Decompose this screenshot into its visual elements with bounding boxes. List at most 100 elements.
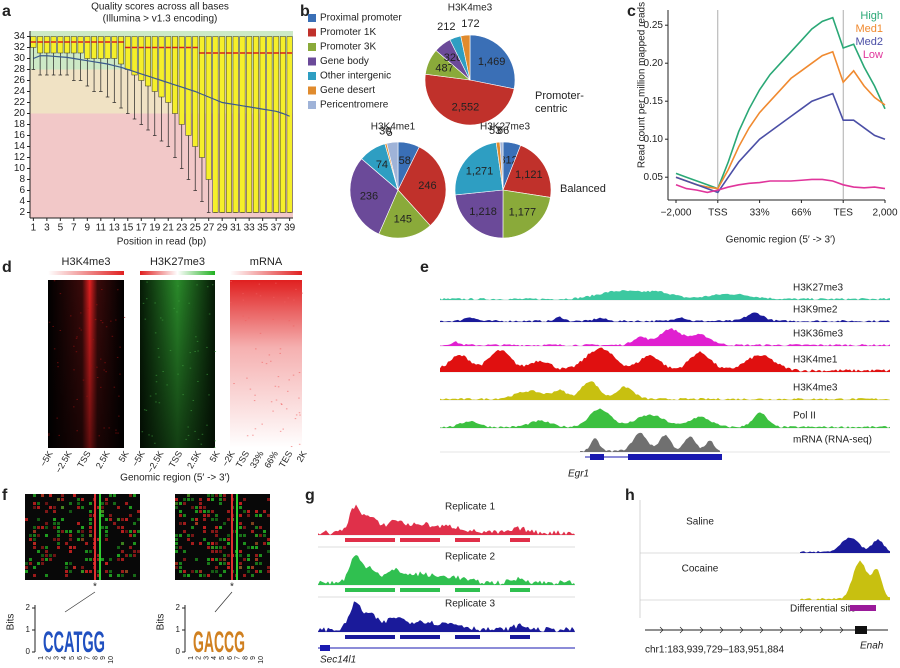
heatmap-speckle <box>56 417 58 419</box>
x-tick-label: 5 <box>69 656 76 660</box>
heatmap-speckle <box>188 302 190 304</box>
heatmap-cell <box>89 570 92 573</box>
pie-value-label: 30 <box>379 125 391 137</box>
heatmap-cell <box>175 566 178 569</box>
y-tick-label: 0.25 <box>644 20 664 31</box>
coverage-track <box>318 504 575 535</box>
x-tick-label: 2,000 <box>872 208 897 219</box>
heatmap-speckle <box>255 348 257 350</box>
exon <box>628 454 722 460</box>
strand-arrow <box>779 626 784 634</box>
heatmap-cell <box>215 534 218 537</box>
heatmap-cell <box>57 534 60 537</box>
heatmap-speckle <box>76 398 78 400</box>
heatmap-cell <box>211 518 214 521</box>
coverage-track <box>318 601 575 632</box>
heatmap-cell <box>195 570 198 573</box>
box <box>131 36 138 76</box>
heatmap-speckle <box>157 348 160 350</box>
line-series <box>675 16 886 190</box>
heatmap-cell <box>61 494 64 497</box>
heatmap-cell <box>239 522 242 525</box>
heatmap-speckle <box>246 377 248 379</box>
heatmap-cell <box>45 534 48 537</box>
heatmap-cell <box>137 510 140 513</box>
heatmap-cell <box>183 530 186 533</box>
heatmap-cell <box>175 506 178 509</box>
heatmap-cell <box>105 502 108 505</box>
heatmap-cell <box>239 534 242 537</box>
heatmap-cell <box>259 514 262 517</box>
heatmap-cell <box>121 518 124 521</box>
heatmap-cell <box>183 522 186 525</box>
heatmap-cell <box>219 550 222 553</box>
heatmap-cell <box>219 494 222 497</box>
heatmap-tick-label: 33% <box>248 449 266 470</box>
heatmap-cell <box>195 518 198 521</box>
heatmap-speckle <box>96 366 98 368</box>
heatmap-tick-label: TSS <box>75 449 92 469</box>
heatmap-cell <box>45 558 48 561</box>
pie-value-label: 58 <box>399 155 411 167</box>
heatmap-cell <box>57 498 60 501</box>
box <box>165 36 172 103</box>
box <box>57 36 64 54</box>
heatmap-cell <box>175 546 178 549</box>
peak-call <box>455 538 480 542</box>
line-series <box>675 50 886 190</box>
y-tick-label: 28 <box>14 64 26 75</box>
pie-slice <box>502 189 551 239</box>
coverage-track <box>440 328 890 346</box>
heatmap-cell <box>37 550 40 553</box>
heatmap-cell <box>65 542 68 545</box>
heatmap-cell <box>195 558 198 561</box>
peak-call <box>345 635 395 639</box>
heatmap-cell <box>49 494 52 497</box>
strand-arrow <box>659 626 664 634</box>
heatmap-cell <box>267 550 270 553</box>
heatmap-speckle <box>104 362 106 364</box>
heatmap-speckle <box>185 438 187 440</box>
heatmap-cell <box>89 514 92 517</box>
heatmap-cell <box>121 574 124 577</box>
x-tick-label: 6 <box>227 656 234 660</box>
heatmap-cell <box>45 502 48 505</box>
heatmap-speckle <box>143 409 146 411</box>
heatmap-cell <box>187 534 190 537</box>
pie-slice <box>454 189 504 239</box>
heatmap-cell <box>89 502 92 505</box>
heatmap-cell <box>255 510 258 513</box>
heatmap-speckle <box>293 299 295 301</box>
heatmap-speckle <box>246 435 249 437</box>
heatmap-speckle <box>270 401 273 403</box>
heatmap-cell <box>81 538 84 541</box>
heatmap-cell <box>179 570 182 573</box>
heatmap-cell <box>121 570 124 573</box>
x-tick-label: TES <box>833 208 853 219</box>
y-tick-label: 30 <box>14 53 26 64</box>
heatmap-cell <box>211 570 214 573</box>
box <box>77 36 84 54</box>
heatmap-speckle <box>244 320 247 322</box>
peak-call <box>510 538 530 542</box>
heatmap-cell <box>207 498 210 501</box>
heatmap-speckle <box>290 446 293 448</box>
heatmap-cell <box>101 526 104 529</box>
heatmap-cell <box>219 498 222 501</box>
heatmap-speckle <box>279 352 281 354</box>
heatmap-cell <box>199 498 202 501</box>
pie-slice <box>349 158 399 235</box>
x-axis-label: Genomic region (5′ -> 3′) <box>120 473 230 484</box>
heatmap-speckle <box>166 384 168 386</box>
heatmap-cell <box>243 574 246 577</box>
heatmap-cell <box>133 550 136 553</box>
heatmap-tick-label: TSS <box>234 449 251 469</box>
heatmap-cell <box>37 526 40 529</box>
heatmap-cell <box>263 530 266 533</box>
heatmap-cell <box>45 550 48 553</box>
heatmap-cell <box>65 530 68 533</box>
pie-value-label: 2,552 <box>452 101 480 113</box>
heatmap-cell <box>251 566 254 569</box>
x-tick-label: 2 <box>196 656 203 660</box>
y-tick-label: 8 <box>19 174 25 185</box>
